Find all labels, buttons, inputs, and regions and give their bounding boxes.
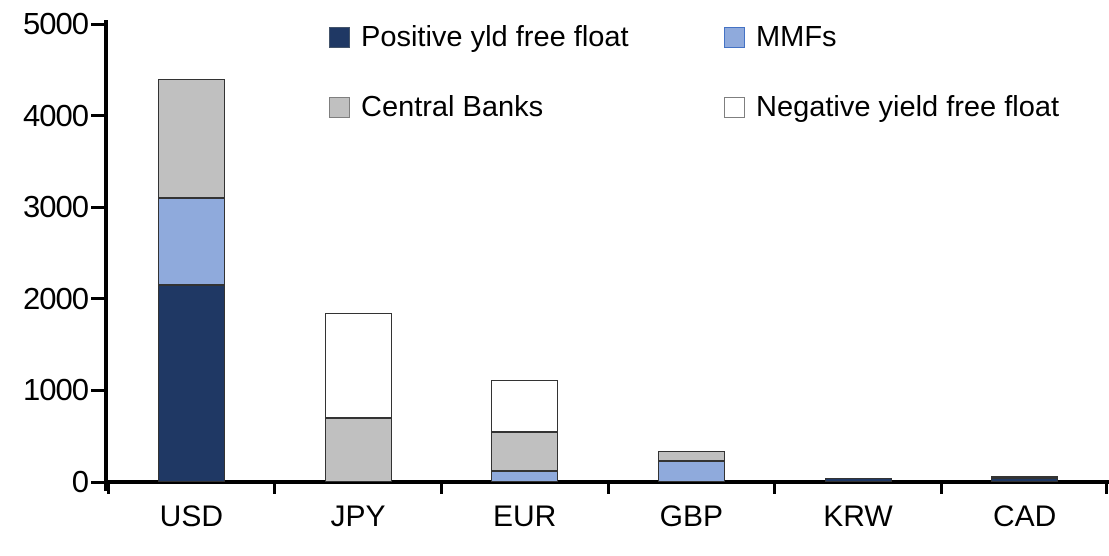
bar-usd — [157, 78, 225, 482]
bar-eur — [491, 380, 559, 482]
x-tick-mark — [439, 483, 443, 494]
y-tick-label: 5000 — [23, 6, 89, 41]
bar-segment-eur-series-1 — [491, 471, 559, 482]
legend-item: Negative yield free float — [724, 92, 1059, 122]
bar-segment-jpy-series-3 — [324, 312, 392, 418]
legend-item: MMFs — [724, 22, 1059, 52]
legend-item: Positive yld free float — [329, 22, 724, 52]
bar-segment-usd-series-1 — [157, 198, 225, 286]
legend-swatch-icon — [329, 26, 350, 48]
legend-swatch-icon — [724, 26, 745, 48]
x-category-label: KRW — [823, 500, 893, 533]
y-axis-line — [104, 20, 108, 491]
bar-segment-gbp-series-2 — [657, 450, 725, 461]
x-tick-mark — [606, 483, 610, 494]
bar-segment-usd-series-0 — [157, 285, 225, 482]
x-category-label: USD — [159, 500, 223, 533]
bar-gbp — [657, 450, 725, 482]
x-tick-mark — [939, 483, 943, 494]
legend-item: Central Banks — [329, 92, 724, 122]
y-tick-label: 1000 — [23, 372, 89, 408]
y-tick-label: 3000 — [23, 189, 89, 225]
y-tick-mark — [91, 297, 104, 301]
x-tick-mark — [106, 483, 110, 494]
x-category-label: JPY — [330, 500, 386, 533]
x-category-label: CAD — [992, 500, 1057, 533]
y-tick-mark — [91, 114, 104, 118]
y-tick-mark — [91, 22, 104, 26]
x-tick-mark — [773, 483, 777, 494]
bar-cad — [991, 475, 1059, 482]
legend-swatch-icon — [724, 96, 745, 118]
bar-segment-eur-series-3 — [491, 380, 559, 432]
y-tick-label: 2000 — [23, 280, 89, 316]
x-tick-mark — [273, 483, 277, 494]
y-tick-mark — [91, 480, 104, 484]
y-tick-mark — [91, 388, 104, 392]
y-tick-label: 0 — [71, 464, 89, 499]
bar-segment-krw-series-0 — [824, 477, 892, 482]
bar-krw — [824, 477, 892, 482]
legend-label: MMFs — [756, 21, 837, 53]
legend: Positive yld free float MMFs Central Banks… — [329, 22, 1059, 122]
legend-label: Central Banks — [361, 91, 544, 123]
x-axis-line — [104, 480, 1109, 484]
x-tick-mark — [1105, 483, 1108, 494]
x-category-label: GBP — [659, 500, 723, 533]
legend-swatch-icon — [329, 96, 350, 118]
legend-label: Positive yld free float — [361, 21, 629, 53]
x-category-label: EUR — [492, 500, 557, 533]
legend-label: Negative yield free float — [756, 91, 1060, 123]
bar-segment-jpy-series-2 — [324, 417, 392, 482]
y-tick-label: 4000 — [23, 97, 89, 133]
bar-segment-usd-series-2 — [157, 78, 225, 199]
bar-segment-eur-series-2 — [491, 431, 559, 472]
bar-segment-cad-series-0 — [991, 478, 1059, 482]
bar-segment-cad-series-2 — [991, 475, 1059, 479]
y-tick-mark — [91, 205, 104, 209]
bar-segment-gbp-series-1 — [657, 460, 725, 482]
bar-jpy — [324, 312, 392, 482]
